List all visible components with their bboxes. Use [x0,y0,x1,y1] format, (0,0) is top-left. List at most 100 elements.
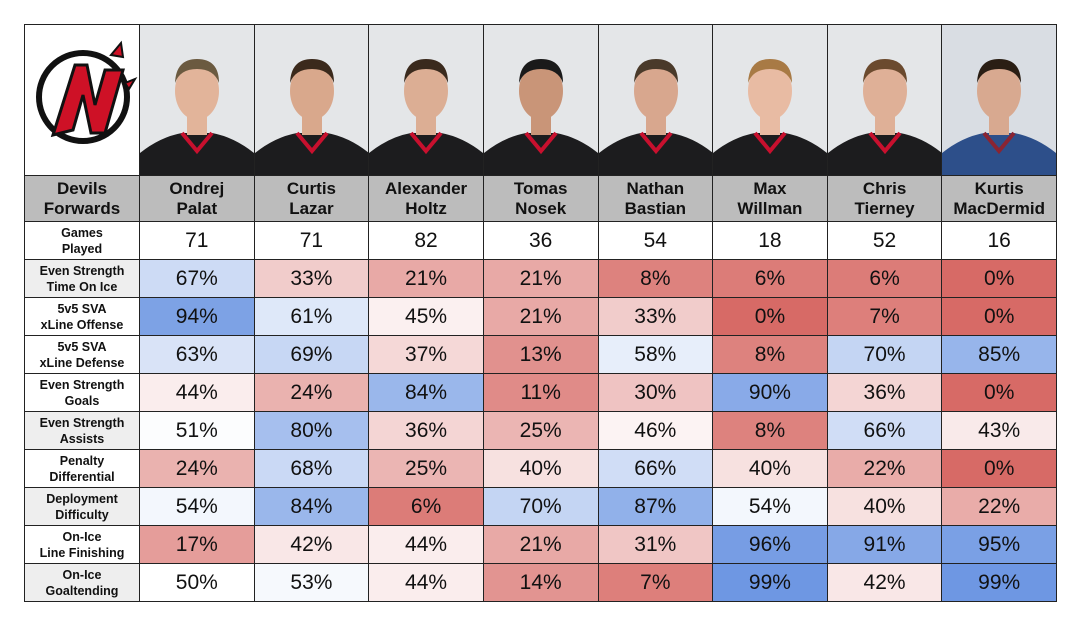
metric-value: 0 [984,380,996,404]
metric-cell: 70% [482,487,599,526]
metric-cell: 25% [368,449,484,488]
metric-value: 80 [290,418,314,442]
metric-value: 21 [519,304,544,328]
metric-cell: 54% [139,487,255,526]
player-photo [253,24,370,176]
metric-value: 84 [290,494,314,518]
player-name: Alexander Holtz [368,175,484,222]
player-photo [597,24,714,176]
label-line: On-Ice [62,567,102,582]
metric-row: Even Strength Goals 44% 24% 84% 11% 30% 90% 36% 0… [24,373,1057,412]
metric-cell: 67% [139,259,255,298]
metric-value: 44 [175,380,200,404]
row-label: On-Ice Goaltending [24,563,140,602]
metric-row: Deployment Difficulty 54% 84% 6% 70% 87% 54% 40%… [24,487,1057,526]
metric-cell: 6% [826,259,943,298]
last-name: Willman [737,198,803,218]
metric-value: 70 [519,494,544,518]
metric-cell: 37% [368,335,484,374]
last-name: MacDermid [953,198,1045,218]
metric-value: 58 [634,342,658,366]
label-line: xLine Defense [39,355,125,370]
metric-value: 63 [175,342,200,366]
devils-logo [24,24,140,176]
metric-cell: 66% [597,449,714,488]
metric-value: 91 [863,532,887,556]
metric-value: 14 [519,570,544,594]
team-label: Devils Forwards [24,175,140,222]
metric-value: 67 [175,266,200,290]
metric-value: 33 [290,266,314,290]
metric-value: 40 [519,456,544,480]
metric-value: 70 [863,342,887,366]
header-row: Devils Forwards Ondrej Palat Curtis Lazar Alex… [24,175,1057,222]
metric-value: 0 [754,304,767,328]
player-name: Tomas Nosek [482,175,599,222]
metric-cell: 68% [253,449,370,488]
metric-cell: 36% [826,373,943,412]
row-label: Penalty Differential [24,449,140,488]
metric-value: 51 [175,418,200,442]
metric-cell: 90% [712,373,828,412]
metric-value: 37 [405,342,429,366]
games-played-cell: 18 [712,221,828,260]
metric-cell: 99% [712,563,828,602]
metric-value: 50 [175,570,200,594]
metric-cell: 51% [139,411,255,450]
metric-cell: 61% [253,297,370,336]
metric-cell: 31% [597,525,714,564]
metric-cell: 36% [368,411,484,450]
metric-cell: 44% [368,563,484,602]
metric-cell: 14% [482,563,599,602]
metric-value: 45 [405,304,429,328]
label-line: Forwards [43,198,121,218]
player-photo [139,24,255,176]
label-line: 5v5 SVA [57,339,107,354]
metric-value: 21 [405,266,429,290]
metric-cell: 24% [139,449,255,488]
metric-row: Even Strength Time On Ice 67% 33% 21% 21% 8% 6%… [24,259,1057,298]
games-played-row: Games Played 71 71 82 36 54 18 52 16 [24,221,1057,260]
player-photo [368,24,484,176]
player-name: Nathan Bastian [597,175,714,222]
metric-cell: 8% [712,335,828,374]
metric-cell: 21% [482,259,599,298]
row-label: Even Strength Assists [24,411,140,450]
metric-cell: 8% [712,411,828,450]
metric-value: 0 [984,266,996,290]
player-photo [826,24,943,176]
row-label: 5v5 SVA xLine Offense [24,297,140,336]
metric-cell: 7% [597,563,714,602]
metric-value: 25 [519,418,544,442]
metric-cell: 69% [253,335,370,374]
metric-row: On-Ice Line Finishing 17% 42% 44% 21% 31% 96% 91… [24,525,1057,564]
metric-value: 44 [405,532,429,556]
metric-cell: 66% [826,411,943,450]
metric-row: Penalty Differential 24% 68% 25% 40% 66% 40% 22%… [24,449,1057,488]
first-name: Kurtis [974,178,1024,198]
metric-value: 8 [754,418,767,442]
metric-cell: 17% [139,525,255,564]
metric-cell: 0% [941,373,1057,412]
metric-cell: 21% [368,259,484,298]
metric-cell: 45% [368,297,484,336]
player-photo [482,24,599,176]
games-played-cell: 52 [826,221,943,260]
metric-cell: 40% [826,487,943,526]
metric-cell: 22% [941,487,1057,526]
metric-cell: 6% [368,487,484,526]
metric-cell: 85% [941,335,1057,374]
metric-value: 53 [290,570,314,594]
row-label: On-Ice Line Finishing [24,525,140,564]
metric-value: 36 [863,380,887,404]
metric-value: 30 [634,380,658,404]
metric-cell: 25% [482,411,599,450]
metric-value: 13 [519,342,544,366]
metric-value: 44 [405,570,429,594]
metric-value: 43 [978,418,1002,442]
metric-value: 6 [410,494,423,518]
row-label: 5v5 SVA xLine Defense [24,335,140,374]
metric-cell: 0% [941,259,1057,298]
metric-value: 8 [754,342,767,366]
first-name: Alexander [384,178,468,198]
